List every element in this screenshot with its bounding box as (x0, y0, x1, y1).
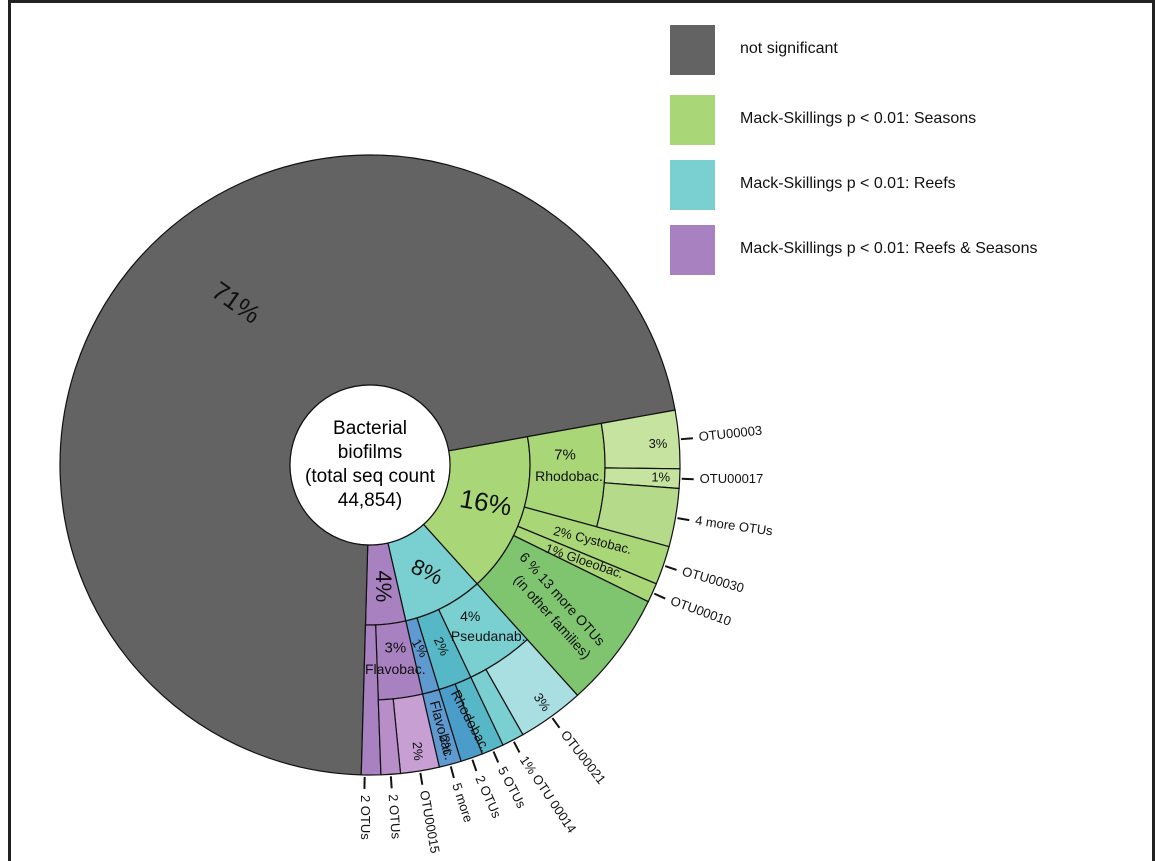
legend-swatch (670, 225, 715, 275)
center-label: Bacterial biofilms (total seq count 44,854) (289, 384, 451, 546)
callout-4-more-tick (677, 517, 690, 522)
callout-5-more-tick (449, 766, 455, 779)
callout-5-more: 5 more (449, 781, 476, 824)
callout-2-otus-b: 2 OTUs (386, 794, 404, 840)
center-label-line: (total seq count (305, 466, 436, 487)
center-label-line: biofilms (338, 442, 402, 463)
legend-label: Mack-Skillings p < 0.01: Reefs & Seasons (740, 240, 1038, 257)
callout-otu00010-tick (653, 592, 666, 600)
outer-wedge-2 (595, 482, 680, 548)
callout-2-otus-a-tick (471, 759, 478, 772)
middle-wedge-reefs-seasons-rest (360, 624, 382, 776)
label-otu17pct: 1% (651, 469, 670, 484)
label-otu3pct: 3% (649, 436, 668, 451)
callout-otu00021-tick (551, 717, 561, 729)
label-otu15pct: 2% (410, 741, 427, 761)
callout-otu00003-tick (680, 437, 693, 441)
label-3pct: 3% (385, 639, 407, 656)
label-5more-pct: 2% (437, 734, 455, 756)
callout-2-otus-c: 2 OTUs (358, 795, 373, 840)
callout-otu00017: OTU00017 (700, 471, 764, 486)
callout-otu00010: OTU00010 (668, 593, 733, 629)
callout-4-more: 4 more OTUs (694, 513, 774, 539)
label-4pct: 4% (460, 608, 480, 624)
label-flavobac-2: Flavobac. (365, 661, 426, 677)
legend-label: not significant (740, 40, 838, 57)
legend-label: Mack-Skillings p < 0.01: Reefs (740, 175, 956, 192)
legend-swatch (670, 95, 715, 145)
label-4: 4% (371, 571, 396, 603)
center-circle (289, 384, 451, 546)
outer-wedge-rs-1 (377, 698, 402, 776)
callout-2-otus-a: 2 OTUs (472, 773, 504, 820)
callout-otu00017-tick (681, 477, 694, 481)
legend-label: Mack-Skillings p < 0.01: Seasons (740, 110, 977, 127)
label-rhodobac-1: Rhodobac. (535, 468, 603, 484)
label-pseudanab: Pseudanab. (451, 628, 526, 644)
label-2pct: 2% (431, 635, 453, 659)
callout-otu00015: OTU00015 (417, 789, 443, 854)
label-7: 7% (554, 446, 576, 463)
center-label-line: 44,854) (338, 490, 402, 511)
callout-otu00003: OTU00003 (698, 423, 763, 445)
callout-2-otus-b-tick (389, 776, 393, 789)
center-label-line: Bacterial (333, 418, 407, 439)
wedges (59, 154, 681, 776)
legend-swatch (670, 25, 715, 75)
callout-otu00014: 1% OTU 00014 (517, 753, 580, 836)
legend-swatch (670, 160, 715, 210)
callout-otu00015-tick (419, 772, 424, 785)
callout-otu00021: OTU00021 (558, 727, 609, 786)
callout-5-otus-tick (492, 751, 500, 763)
callout-otu00030-tick (664, 565, 677, 571)
callout-otu00030: OTU00030 (680, 564, 745, 596)
callout-otu00014-tick (513, 741, 521, 753)
